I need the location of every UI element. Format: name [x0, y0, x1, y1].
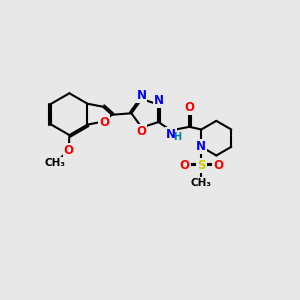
- Text: N: N: [166, 128, 176, 141]
- Text: H: H: [173, 132, 181, 142]
- Text: O: O: [213, 159, 223, 172]
- Text: N: N: [154, 94, 164, 107]
- Text: S: S: [197, 159, 206, 172]
- Text: O: O: [99, 116, 109, 129]
- Text: O: O: [180, 159, 190, 172]
- Text: O: O: [184, 101, 194, 114]
- Text: N: N: [136, 89, 146, 102]
- Text: CH₃: CH₃: [191, 178, 212, 188]
- Text: N: N: [196, 140, 206, 153]
- Text: O: O: [136, 125, 146, 138]
- Text: CH₃: CH₃: [45, 158, 66, 167]
- Text: O: O: [64, 143, 74, 157]
